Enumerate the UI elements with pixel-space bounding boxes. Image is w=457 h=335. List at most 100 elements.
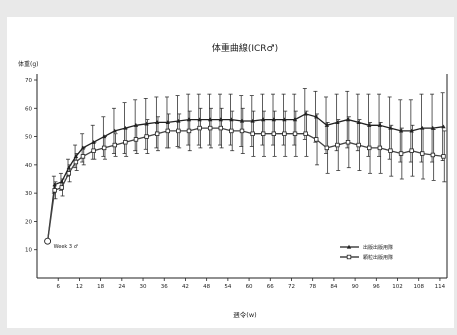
data-point-series-2	[271, 131, 277, 136]
data-point-series-1	[367, 123, 372, 127]
data-point-series-2	[398, 151, 404, 156]
x-tick-label: 6	[56, 284, 60, 290]
data-point-series-1	[229, 117, 234, 122]
data-point-series-1	[239, 118, 245, 123]
data-point-series-2	[250, 131, 255, 136]
series-line-2	[46, 127, 444, 242]
y-tick-label: 40	[25, 163, 32, 169]
x-tick-label: 30	[140, 284, 147, 290]
data-point-series-2	[197, 125, 202, 131]
x-tick-label: 90	[352, 284, 359, 290]
x-tick-label: 66	[267, 284, 274, 290]
data-point-series-1	[356, 120, 361, 125]
data-point-series-2	[112, 142, 117, 148]
data-point-series-2	[207, 125, 213, 131]
data-point-series-1	[59, 179, 64, 184]
data-point-series-2	[165, 128, 170, 134]
y-tick-label: 60	[25, 106, 32, 112]
data-point-series-1	[441, 124, 446, 129]
data-point-series-1	[165, 120, 170, 125]
data-point-series-2	[91, 148, 96, 153]
data-point-series-2	[133, 137, 139, 142]
data-point-series-2	[314, 137, 319, 142]
x-tick-label: 60	[246, 284, 253, 290]
x-tick-label: 84	[330, 284, 337, 290]
series-markers	[45, 111, 446, 244]
data-point-series-2	[430, 152, 436, 158]
y-tick-label: 70	[25, 78, 32, 84]
data-point-series-2	[292, 131, 298, 136]
y-tick-label: 30	[25, 191, 32, 197]
data-point-series-2	[73, 159, 79, 165]
data-point-series-1	[73, 154, 79, 158]
data-point-series-2	[282, 131, 287, 136]
data-point-series-2	[303, 131, 308, 136]
legend-label-2: 顆粒出版用隊	[363, 254, 393, 261]
start-point-marker	[44, 237, 52, 245]
y-axis-label: 体重(g)	[18, 60, 39, 68]
data-point-series-2	[218, 125, 223, 131]
x-tick-label: 102	[392, 284, 403, 290]
data-point-series-1	[345, 117, 351, 122]
data-point-series-1	[377, 123, 383, 127]
x-tick-label: 78	[309, 284, 316, 290]
x-tick-label: 48	[203, 284, 210, 290]
y-tick-label: 20	[25, 219, 32, 225]
legend-label-1: 出版出版用隊	[363, 244, 393, 251]
error-bars	[51, 88, 447, 200]
data-point-series-1	[112, 128, 117, 133]
series-lines	[46, 113, 444, 242]
x-tick-label: 108	[413, 284, 424, 290]
data-point-series-1	[388, 125, 393, 130]
data-point-series-2	[261, 131, 266, 136]
x-tick-label: 36	[161, 284, 168, 290]
data-point-series-1	[154, 120, 160, 125]
x-tick-label: 96	[373, 284, 380, 290]
data-point-series-2	[52, 188, 57, 193]
annotation: Week 3 ♂	[44, 237, 79, 250]
data-point-series-2	[123, 140, 128, 145]
data-point-series-1	[218, 117, 223, 122]
y-tick-label: 10	[25, 248, 32, 254]
x-tick-label: 18	[97, 284, 104, 290]
data-point-series-2	[186, 128, 192, 134]
x-tick-label: 12	[76, 284, 83, 290]
data-point-series-1	[123, 125, 128, 130]
data-point-series-1	[420, 125, 425, 130]
data-point-series-1	[314, 114, 319, 119]
body-weight-chart: 体重曲線(ICR♂) 体重(g) 週令(w) 10 20 30 40 50 60 70 6 12…	[18, 42, 448, 319]
axes: 10 20 30 40 50 60 70 6 12 18 24 30 36 42 48 54 60 66 72 78 8…	[25, 74, 448, 290]
data-point-series-1	[66, 165, 72, 170]
data-point-series-2	[66, 171, 72, 176]
data-point-series-2	[144, 134, 149, 139]
data-point-series-1	[250, 118, 255, 123]
annotation-label: Week 3 ♂	[54, 244, 79, 250]
data-point-series-1	[282, 117, 287, 122]
data-point-series-1	[176, 118, 181, 123]
data-point-series-1	[430, 125, 436, 130]
data-point-series-1	[409, 128, 414, 133]
chart-panel: 体重曲線(ICR♂) 体重(g) 週令(w) 10 20 30 40 50 60 70 6 12…	[7, 17, 454, 328]
data-point-series-2	[154, 131, 160, 136]
data-point-series-2	[59, 185, 64, 190]
data-point-series-1	[207, 117, 213, 122]
data-point-series-2	[388, 148, 393, 153]
chart-title: 体重曲線(ICR♂)	[212, 42, 278, 54]
data-point-series-2	[377, 145, 383, 151]
data-point-series-2	[345, 140, 351, 145]
data-point-series-2	[420, 151, 425, 156]
data-point-series-2	[176, 128, 181, 134]
data-point-series-1	[52, 182, 57, 187]
data-point-series-2	[335, 142, 340, 148]
data-point-series-2	[356, 142, 361, 148]
x-axis-label: 週令(w)	[233, 310, 256, 319]
data-point-series-2	[80, 154, 86, 159]
data-point-series-1	[398, 128, 404, 133]
data-point-series-1	[261, 117, 266, 122]
data-point-series-2	[441, 154, 446, 159]
x-tick-label: 42	[182, 284, 189, 290]
data-point-series-1	[80, 145, 86, 150]
data-point-series-2	[229, 128, 234, 134]
legend-marker-1	[346, 244, 352, 249]
